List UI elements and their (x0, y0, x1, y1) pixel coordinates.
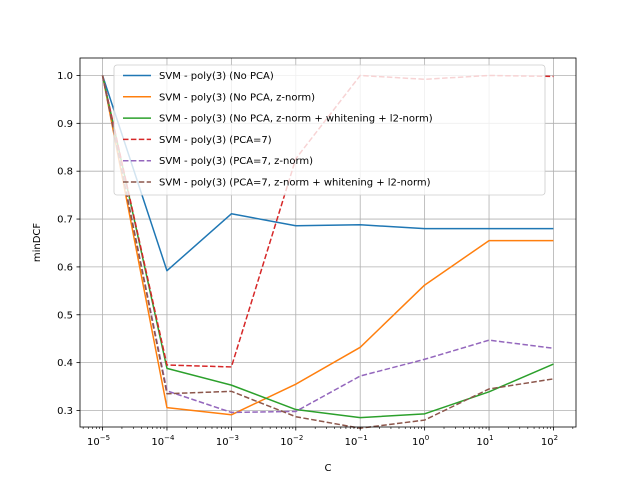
x-axis: 10−5 10−4 10−3 10−2 10−1 100 101 102 (82, 427, 574, 448)
legend-label-5: SVM - poly(3) (PCA=7, z-norm) (159, 156, 313, 167)
legend-label-6: SVM - poly(3) (PCA=7, z-norm + whitening… (159, 178, 431, 189)
y-tick-label: 0.4 (57, 358, 73, 369)
series-line-3 (101, 75, 554, 419)
x-tick-label: 101 (476, 434, 493, 448)
legend-box (113, 64, 546, 196)
x-tick-label: 100 (412, 434, 429, 448)
y-axis: 0.3 0.4 0.5 0.6 0.7 0.8 0.9 1.0 (57, 71, 80, 417)
x-tick-label: 10−1 (345, 434, 368, 448)
legend-label-1: SVM - poly(3) (No PCA) (159, 71, 274, 82)
series-line-1 (101, 75, 554, 272)
legend-label-4: SVM - poly(3) (PCA=7) (159, 135, 272, 146)
y-tick-label: 1.0 (57, 71, 73, 82)
series-layer (101, 74, 554, 429)
y-tick-label: 0.9 (57, 119, 73, 130)
plot-frame (79, 57, 577, 428)
x-tick-label: 10−4 (151, 434, 175, 448)
y-tick-label: 0.3 (57, 406, 73, 417)
y-axis-label: minDCF (32, 223, 43, 263)
x-tick-label: 10−2 (280, 434, 303, 448)
x-tick-label: 10−5 (87, 434, 110, 448)
y-tick-label: 0.5 (57, 310, 73, 321)
y-tick-label: 0.7 (57, 215, 73, 226)
y-tick-label: 0.8 (57, 167, 73, 178)
y-tick-label: 0.6 (57, 262, 73, 273)
series-line-2 (101, 75, 554, 416)
legend: SVM - poly(3) (No PCA) SVM - poly(3) (No … (113, 64, 546, 196)
x-tick-label: 102 (541, 434, 558, 448)
legend-label-2: SVM - poly(3) (No PCA, z-norm) (159, 92, 315, 103)
x-tick-label: 10−3 (216, 434, 239, 448)
x-axis-label: C (325, 463, 332, 474)
series-line-6 (101, 75, 554, 429)
legend-label-3: SVM - poly(3) (No PCA, z-norm + whitenin… (159, 114, 433, 125)
series-line-5 (101, 75, 554, 414)
